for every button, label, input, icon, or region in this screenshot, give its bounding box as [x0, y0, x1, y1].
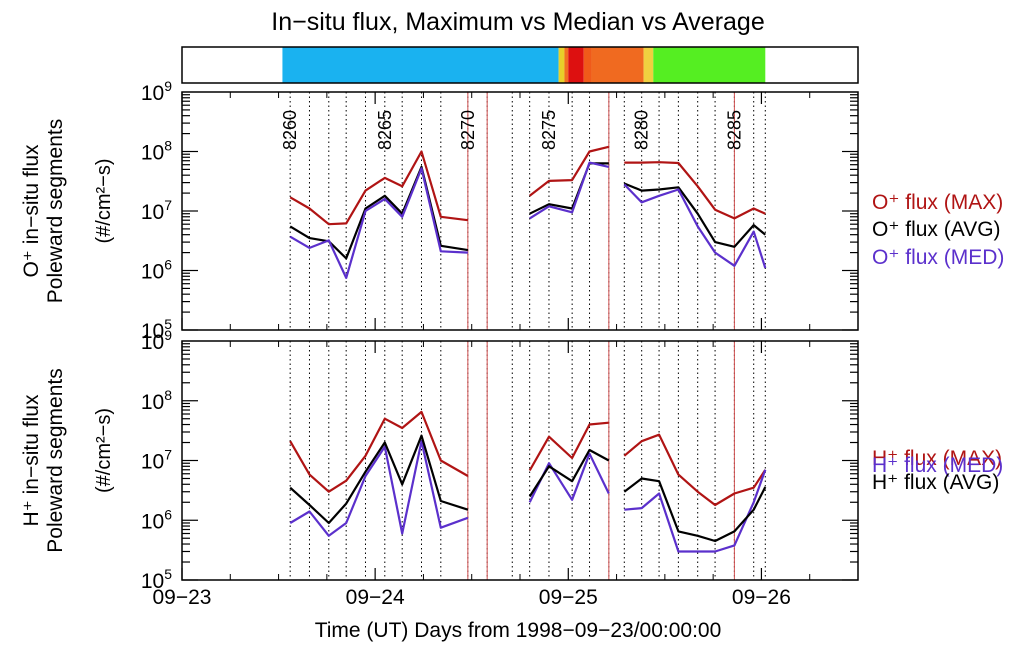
o-panel-series-line-1-seg-1 [529, 162, 609, 215]
h-panel-series-line-2-seg-0 [289, 434, 469, 525]
pass-number-label: 8260 [280, 110, 300, 150]
h-panel-series-line-2-seg-2 [623, 477, 767, 543]
color-bar-segment-1 [558, 47, 565, 83]
o-panel-ytick-label: 109 [141, 78, 172, 105]
h-panel-series-line-1-seg-2 [624, 469, 767, 553]
color-bar-segment-7 [653, 47, 766, 83]
h-panel-ytick-label: 106 [141, 506, 172, 533]
pass-number-label: 8280 [632, 110, 652, 150]
o-panel-series-line-1-seg-2 [623, 182, 767, 248]
o-panel-units-label: (#/cm²−s) [93, 159, 115, 244]
x-tick-label-0: 09−23 [153, 586, 212, 609]
color-bar-segment-5 [591, 47, 644, 83]
color-bar-segment-2 [564, 47, 569, 83]
color-bar-segment-4 [583, 47, 592, 83]
pass-number-label: 8270 [458, 110, 478, 150]
h-panel-ylabel: H⁺ in−situ fluxPoleward segments [20, 368, 67, 552]
color-bar-frame [181, 46, 859, 84]
o-panel-frame [181, 91, 859, 331]
h-panel-frame [181, 340, 859, 581]
color-bar-segment-3 [568, 47, 584, 83]
o-panel-series-line-0-seg-1 [529, 145, 610, 197]
h-panel-legend-2: H⁺ flux (AVG) [872, 471, 999, 494]
color-bar-segment-0 [282, 47, 559, 83]
h-panel-series-line-0-seg-2 [623, 433, 767, 507]
o-panel-series-line-0-seg-0 [289, 150, 469, 226]
x-axis-label: Time (UT) Days from 1998−09−23/00:00:00 [315, 619, 722, 642]
chart-title: In−situ flux, Maximum vs Median vs Avera… [271, 8, 765, 36]
o-panel-legend-2: O⁺ flux (MED) [872, 246, 1004, 269]
o-panel-ytick-label: 106 [141, 257, 172, 284]
h-panel-ytick-label: 108 [141, 387, 172, 414]
h-panel-ytick-label: 105 [141, 566, 172, 593]
o-panel-ylabel: O⁺ in−situ fluxPoleward segments [20, 119, 67, 303]
pass-number-label: 8265 [375, 110, 395, 150]
o-panel-legend-0: O⁺ flux (MAX) [872, 191, 1003, 214]
pass-number-label: 8285 [724, 110, 744, 150]
h-panel-ytick-label: 107 [141, 447, 172, 474]
o-panel-ytick-label: 108 [141, 138, 172, 165]
pass-number-label: 8275 [539, 110, 559, 150]
color-bar-segment-6 [643, 47, 654, 83]
h-panel-series-line-1-seg-0 [289, 440, 469, 537]
o-panel-series-line-2-seg-2 [623, 183, 767, 269]
x-tick-label-3: 09−26 [732, 586, 791, 609]
o-panel-series-line-2-seg-1 [529, 161, 610, 220]
h-panel-series-line-0-seg-1 [528, 421, 609, 472]
o-panel-legend-1: O⁺ flux (AVG) [872, 218, 1001, 241]
h-panel-legend-0: H⁺ flux (MAX) [872, 447, 1002, 470]
h-panel-units-label: (#/cm²−s) [93, 408, 115, 493]
h-panel-legend-1: H⁺ flux (MED) [872, 454, 1003, 477]
x-tick-label-2: 09−25 [539, 586, 598, 609]
o-panel-ytick-label: 105 [141, 316, 172, 343]
h-panel-series-line-0-seg-0 [289, 410, 469, 493]
o-panel-series-line-0-seg-2 [624, 161, 766, 220]
o-panel-series-line-2-seg-0 [289, 167, 468, 279]
x-tick-label-1: 09−24 [346, 586, 405, 609]
o-panel-ytick-label: 107 [141, 197, 172, 224]
h-panel-series-line-2-seg-1 [528, 448, 610, 498]
h-panel-ytick-label: 109 [141, 327, 172, 354]
